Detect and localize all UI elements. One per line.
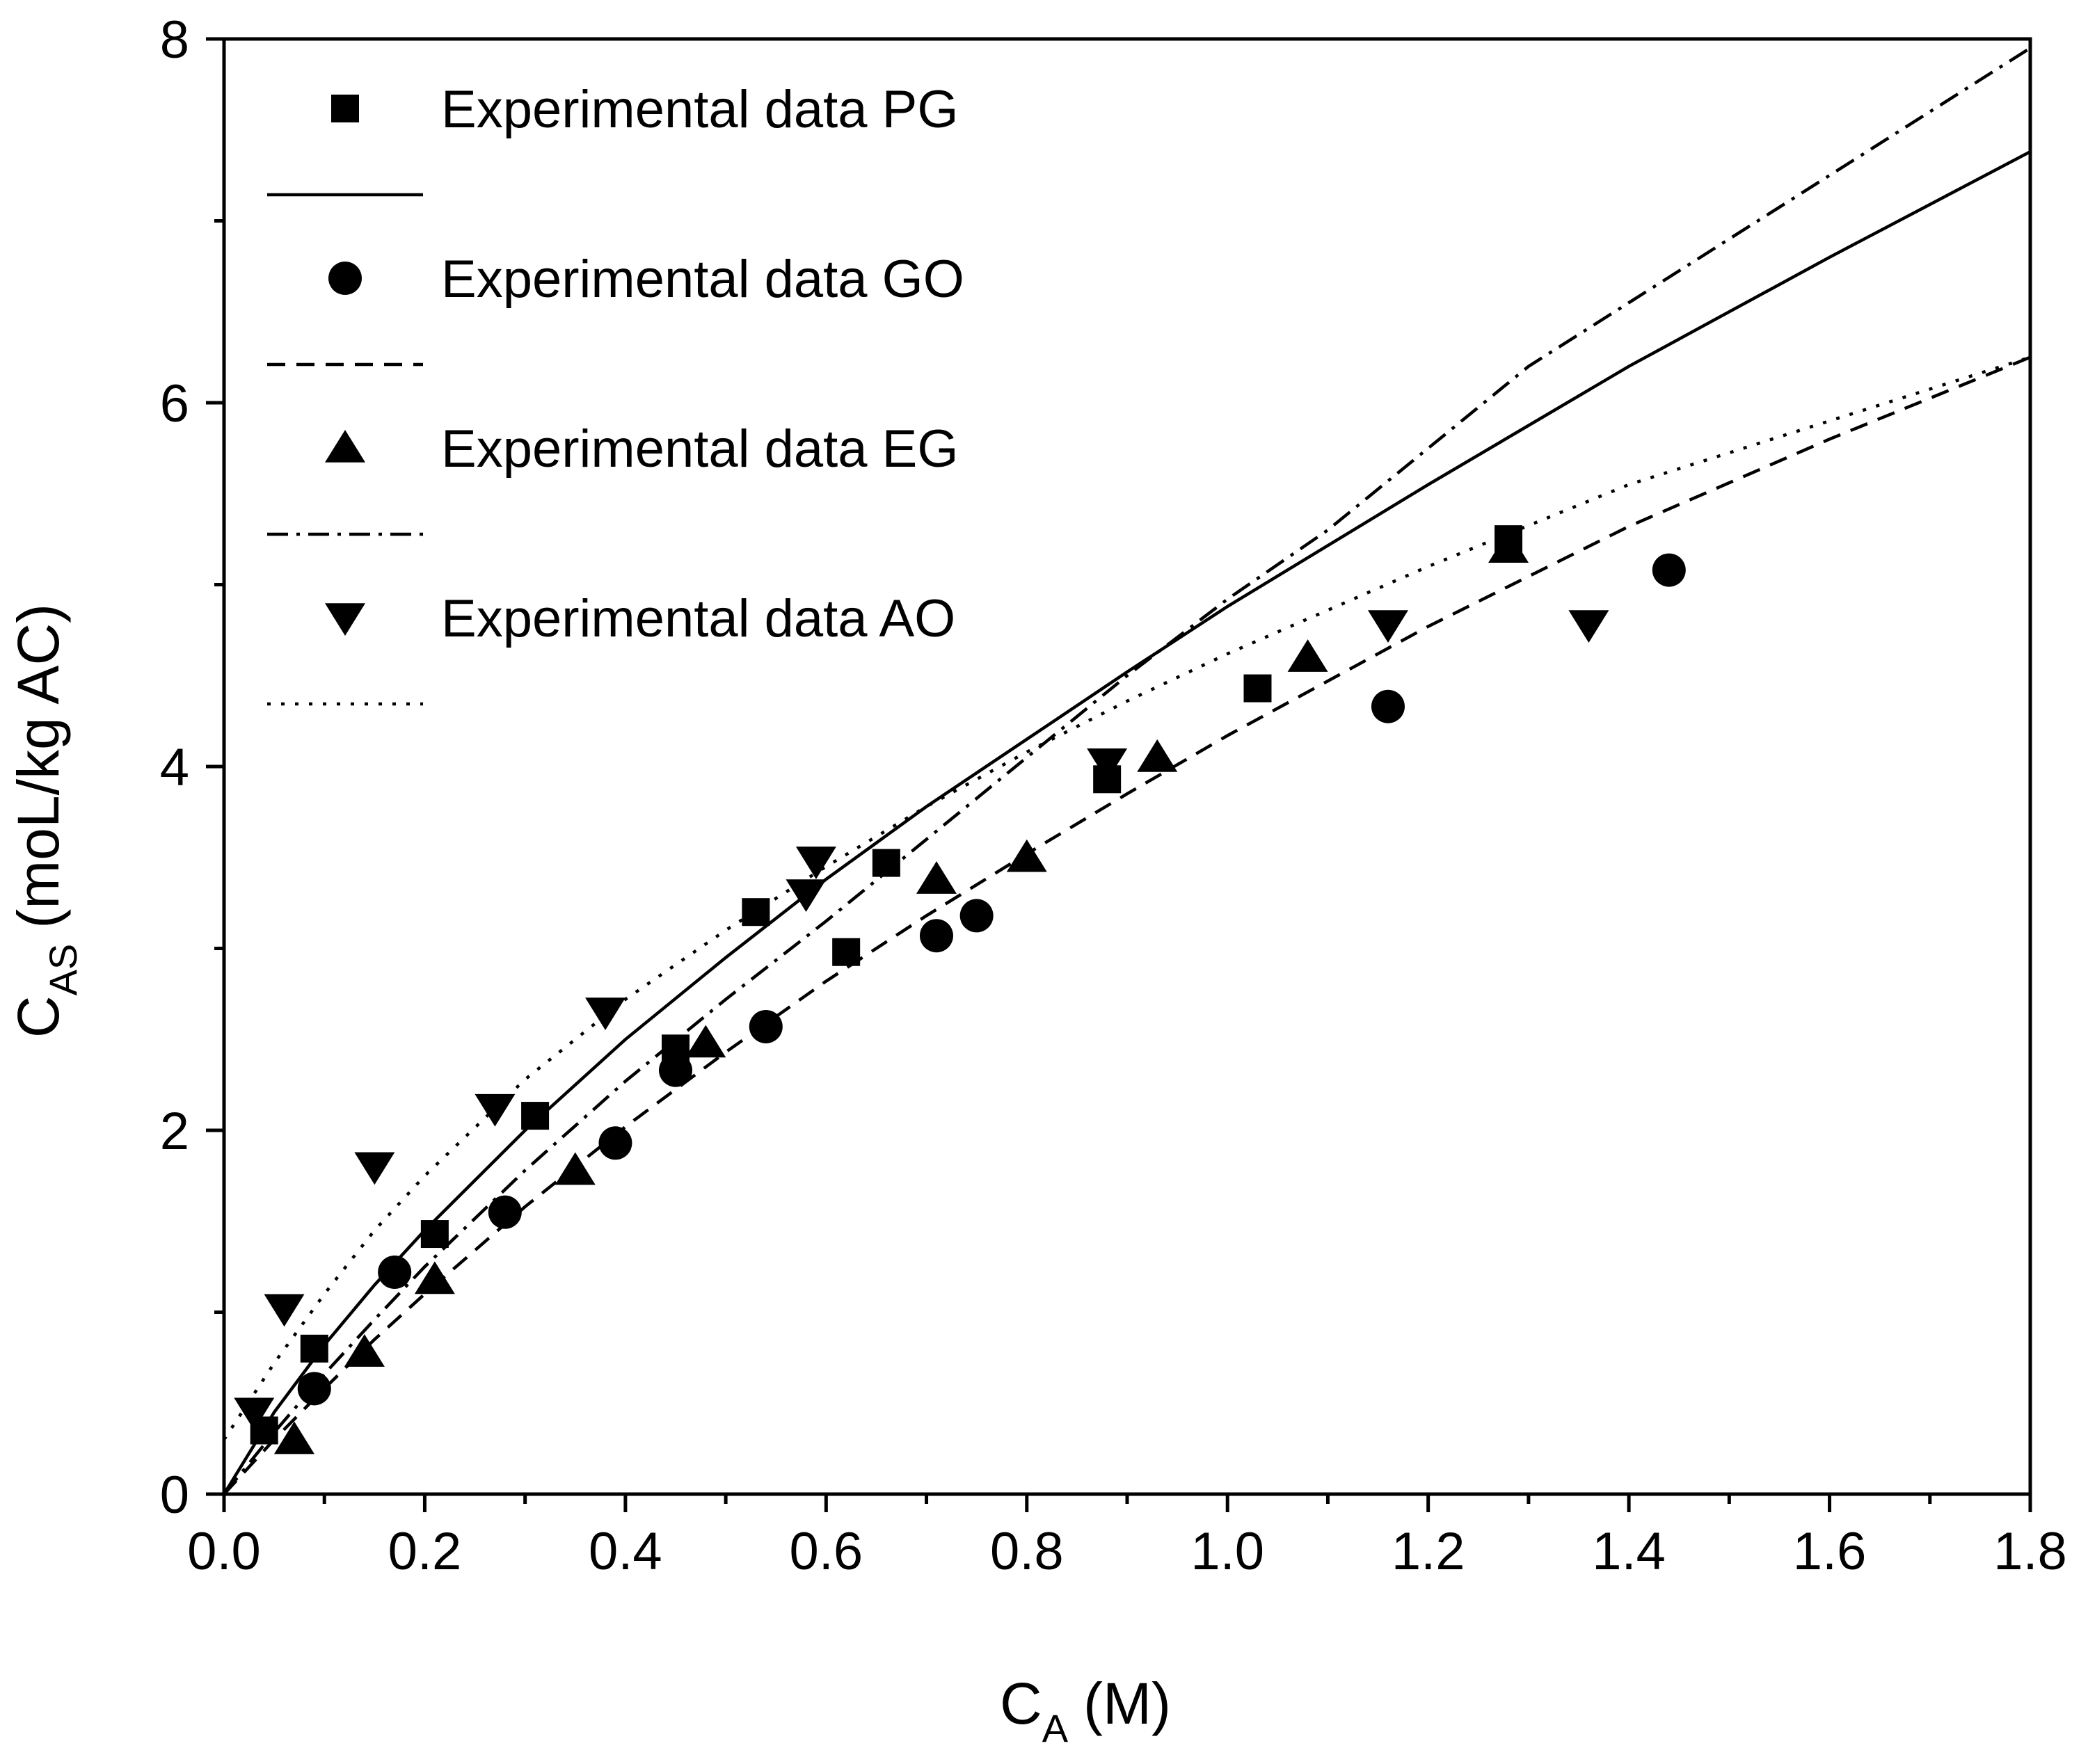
data-point-square bbox=[872, 849, 900, 877]
legend: Experimental data PG Experimental data GO… bbox=[267, 80, 964, 706]
fit-line-go bbox=[224, 355, 2030, 1494]
data-point-triangle-up bbox=[555, 1152, 596, 1185]
y-tick-label: 4 bbox=[160, 738, 189, 797]
data-point-triangle-up bbox=[916, 861, 957, 894]
data-point-square bbox=[300, 1334, 328, 1363]
data-point-triangle-up bbox=[344, 1334, 385, 1367]
y-axis-title: CAS (moL/kg AC) bbox=[6, 604, 85, 1038]
axes: 0.0 0.2 0.4 0.6 0.8 1.0 1.2 1.4 1.6 1.8 0 2 4 6 8 bbox=[160, 10, 2067, 1581]
data-point-triangle-down bbox=[585, 997, 626, 1031]
x-axis-title: CA (M) bbox=[1000, 1671, 1171, 1750]
legend-marker-triangle-down bbox=[325, 603, 365, 636]
data-point-square bbox=[742, 898, 770, 927]
data-point-circle bbox=[378, 1255, 412, 1289]
legend-label: Experimental data AO bbox=[441, 589, 955, 648]
x-axis-title-unit: (M) bbox=[1083, 1671, 1171, 1736]
fit-line-ao bbox=[224, 355, 2030, 1441]
x-axis-title-sub: A bbox=[1042, 1706, 1069, 1750]
x-tick-label: 1.6 bbox=[1793, 1522, 1867, 1581]
data-point-circle bbox=[959, 899, 994, 933]
y-axis-title-main: C bbox=[6, 995, 71, 1038]
data-point-triangle-up bbox=[1488, 530, 1529, 563]
data-point-circle bbox=[659, 1053, 692, 1087]
data-point-circle bbox=[919, 919, 953, 953]
data-point-circle bbox=[1371, 689, 1405, 723]
x-tick-label: 0.2 bbox=[388, 1522, 462, 1581]
legend-label: Experimental data GO bbox=[441, 250, 964, 309]
y-tick-label: 2 bbox=[160, 1102, 189, 1161]
legend-marker-triangle-up bbox=[325, 430, 365, 463]
data-point-circle bbox=[1652, 553, 1686, 587]
data-point-square bbox=[521, 1102, 550, 1130]
data-point-circle bbox=[297, 1372, 331, 1406]
legend-entry-pg: Experimental data PG bbox=[267, 80, 959, 197]
x-tick-label: 0.8 bbox=[990, 1522, 1064, 1581]
legend-entry-ao: Experimental data AO bbox=[267, 589, 955, 706]
data-point-triangle-up bbox=[1137, 739, 1178, 772]
data-point-circle bbox=[749, 1009, 783, 1043]
x-tick-label: 0.4 bbox=[589, 1522, 662, 1581]
y-axis-title-unit: (moL/kg AC) bbox=[6, 604, 71, 929]
data-point-triangle-down bbox=[234, 1397, 275, 1431]
data-point-triangle-up bbox=[273, 1421, 314, 1454]
data-point-square bbox=[420, 1220, 449, 1249]
legend-entry-eg: Experimental data EG bbox=[267, 419, 959, 536]
legend-label: Experimental data EG bbox=[441, 419, 959, 479]
series-ao bbox=[234, 610, 1609, 1431]
x-tick-label: 1.8 bbox=[1993, 1522, 2067, 1581]
legend-marker-circle bbox=[328, 262, 362, 295]
data-point-triangle-down bbox=[354, 1152, 395, 1185]
data-point-circle bbox=[598, 1126, 632, 1160]
series-pg bbox=[250, 525, 1523, 1445]
data-point-circle bbox=[488, 1195, 522, 1229]
x-tick-label: 1.4 bbox=[1592, 1522, 1666, 1581]
data-point-triangle-down bbox=[795, 847, 836, 879]
data-point-triangle-up bbox=[685, 1025, 726, 1058]
y-tick-label: 8 bbox=[160, 10, 189, 70]
data-point-triangle-down bbox=[1087, 748, 1128, 781]
data-point-triangle-down bbox=[1568, 610, 1609, 643]
y-tick-label: 0 bbox=[160, 1466, 189, 1525]
legend-label: Experimental data PG bbox=[441, 80, 959, 139]
data-point-square bbox=[832, 938, 861, 966]
data-markers bbox=[234, 525, 1686, 1454]
x-axis-title-main: C bbox=[1000, 1671, 1042, 1736]
data-point-square bbox=[1243, 674, 1272, 703]
x-tick-label: 0.0 bbox=[187, 1522, 261, 1581]
series-eg bbox=[273, 530, 1529, 1454]
data-point-triangle-down bbox=[1367, 610, 1408, 643]
data-point-triangle-down bbox=[264, 1294, 305, 1327]
x-tick-label: 0.6 bbox=[790, 1522, 863, 1581]
legend-marker-square bbox=[331, 95, 359, 122]
series-go bbox=[297, 553, 1686, 1406]
fit-line-pg bbox=[224, 150, 2030, 1494]
y-tick-label: 6 bbox=[160, 374, 189, 433]
data-point-triangle-up bbox=[414, 1261, 455, 1294]
data-point-triangle-down bbox=[786, 879, 827, 913]
data-point-triangle-down bbox=[475, 1093, 516, 1127]
y-axis-title-sub: AS bbox=[41, 944, 85, 996]
fit-line-eg bbox=[224, 47, 2030, 1494]
data-point-triangle-up bbox=[1006, 839, 1047, 872]
data-point-triangle-up bbox=[1287, 639, 1328, 672]
x-tick-label: 1.0 bbox=[1190, 1522, 1264, 1581]
x-tick-label: 1.2 bbox=[1392, 1522, 1465, 1581]
legend-entry-go: Experimental data GO bbox=[267, 250, 964, 367]
